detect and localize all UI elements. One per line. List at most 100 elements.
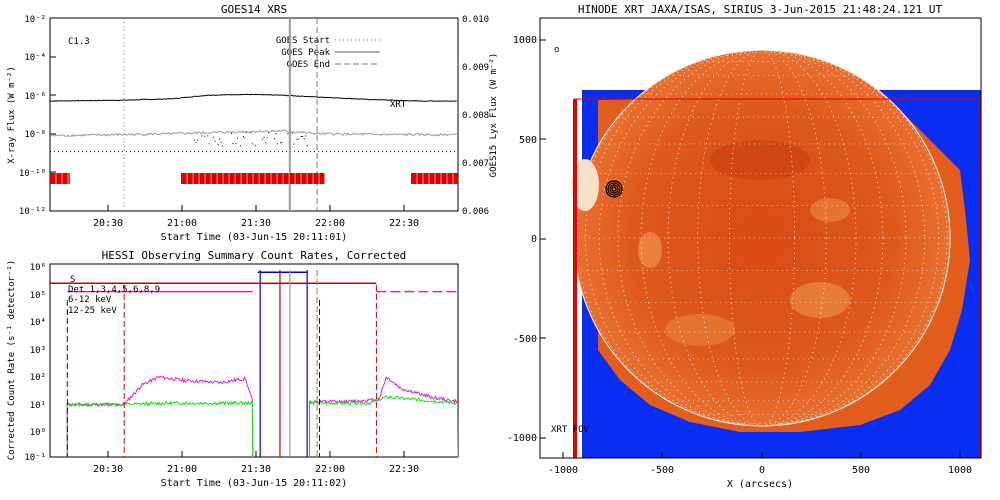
goes-series-line [50,93,457,102]
goes-xlabel: Start Time (03-Jun-15 20:11:01) [161,232,348,243]
hessi-legend-6-12: 6-12 keV [68,295,112,305]
longitude-line [667,50,857,426]
hessi-series-line [309,376,458,457]
hessi-ytick-label: 10⁻¹ [24,453,46,463]
goes-ytick-marks [50,56,56,173]
hessi-ytick-label: 10³ [30,346,46,356]
goes-ylabel-left: X-ray Flux (W m⁻²) [7,66,17,164]
goes-xtick-label: 21:00 [167,218,197,229]
goes-noise-dot [217,144,219,146]
goes-noise-dot [244,137,246,139]
longitude-line [697,50,827,426]
goes-noise-dot [303,138,305,140]
contour [609,184,619,194]
goes-noise-dot [287,133,289,135]
xrt-ytick-marks [540,39,546,439]
flare-contours [605,180,623,198]
hessi-ytick-label: 10¹ [30,401,46,411]
hessi-xlabel: Start Time (03-Jun-15 20:11:02) [161,478,348,489]
goes-xtick-label: 22:00 [315,218,345,229]
goes-ytick-right-label: 0.006 [462,207,489,217]
goes-noise-dot [293,143,295,145]
goes-noise-dot [220,141,222,143]
goes-legend-end-label: GOES End [287,60,330,70]
goes-noise-dot [193,140,195,142]
goes-xtick-marks [107,205,405,211]
goes-ytick-right-label: 0.008 [462,111,489,121]
hessi-series-line [66,400,254,457]
hessi-ytick-label: 10⁵ [30,291,46,301]
goes-noise-dot [291,132,293,134]
longitude-line [617,50,907,426]
hessi-x-ticks: 20:30 21:00 21:30 22:00 22:30 [93,451,419,475]
goes-y-ticks-left: 10⁻² 10⁻⁴ 10⁻⁶ 10⁻⁸ 10⁻¹⁰ 10⁻¹² [19,15,56,217]
xrt-ytick-label: 0 [531,234,537,245]
xrt-xlabel: X (arcsecs) [727,479,793,490]
hessi-y-ticks: 10⁶ 10⁵ 10⁴ 10³ 10² 10¹ 10⁰ 10⁻¹ [24,263,46,463]
xrt-fov-label: XRT FOV [551,425,590,435]
goes-ytick-label: 10⁻⁶ [24,92,46,102]
goes-ytick-label: 10⁻⁴ [24,53,46,63]
xrt-xtick-label: -1000 [548,465,578,476]
goes-noise-dot [306,144,308,146]
longitude-line [584,50,940,426]
goes-noise-dot [280,142,281,144]
goes-xrt-coverage-bar [411,173,458,184]
goes-noise-dot [250,132,252,134]
goes-class-label: C1.3 [68,37,90,47]
xrt-image: XRT FOV o [540,18,981,458]
dark-region [710,140,810,180]
disk-features [638,140,850,346]
goes-ytick-label: 10⁻⁸ [24,130,46,140]
hessi-ytick-label: 10⁴ [30,318,46,328]
goes-xtick-label: 21:30 [241,218,271,229]
hessi-ylabel: Corrected Count Rate (s⁻¹ detector⁻¹) [7,260,17,460]
goes-legend-start-label: GOES Start [276,36,330,46]
goes-series-line [50,129,458,138]
goes-noise-dot [232,143,234,144]
goes-xtick-label: 22:30 [389,218,419,229]
goes-ytick-right-label: 0.009 [462,63,489,73]
hessi-ytick-label: 10⁰ [30,428,46,438]
goes-ytick-right-label: 0.010 [462,15,489,25]
goes-noise-dot [277,143,278,145]
hessi-legend-12-25: 12-25 keV [68,306,117,316]
xrt-ytick-label: -500 [513,334,537,345]
goes-xrt-label: XRT [390,100,407,110]
hessi-series-line [66,375,254,457]
hessi-title: HESSI Observing Summary Count Rates, Cor… [102,249,407,262]
goes-noise-dot [274,138,275,140]
goes-noise-dot [254,144,256,146]
goes-noise-dot [219,138,221,140]
goes-noise-dot [296,138,298,140]
goes-noise-dot [268,132,270,134]
goes-xtick-label: 20:30 [93,218,123,229]
goes-noise-dot [239,145,241,147]
bright-region [790,282,850,318]
contour [607,182,621,196]
goes-noise-dot [213,136,215,138]
goes-ytick-label: 10⁻¹² [19,207,46,217]
hessi-plot-frame [49,263,459,458]
goes-ylabel-right: GOES15 Lyx Flux (W m⁻²) [489,53,499,178]
hessi-ytick-label: 10⁶ [30,263,46,273]
hessi-xtick-label: 21:30 [241,464,271,475]
goes-noise-dot [305,135,307,137]
goes-noise-dot [222,145,224,147]
contour [605,180,623,198]
xrt-ytick-label: 500 [519,135,537,146]
goes-noise-dot [236,137,238,139]
goes-noise-dot [231,132,232,134]
xrt-xtick-label: -500 [650,465,674,476]
goes-noise-dot [263,136,265,138]
xrt-x-ticks: -1000 -500 0 500 1000 [548,452,972,476]
goes-noise-dot [207,135,209,137]
goes-noise-dot [266,137,268,139]
xrt-plot-frame [539,17,982,459]
goes-plot-frame [49,17,459,212]
goes-noise-dot [297,138,299,140]
bright-region [810,198,850,222]
goes-noise-dot [281,141,283,143]
goes-ytick-label: 10⁻¹⁰ [19,169,46,179]
